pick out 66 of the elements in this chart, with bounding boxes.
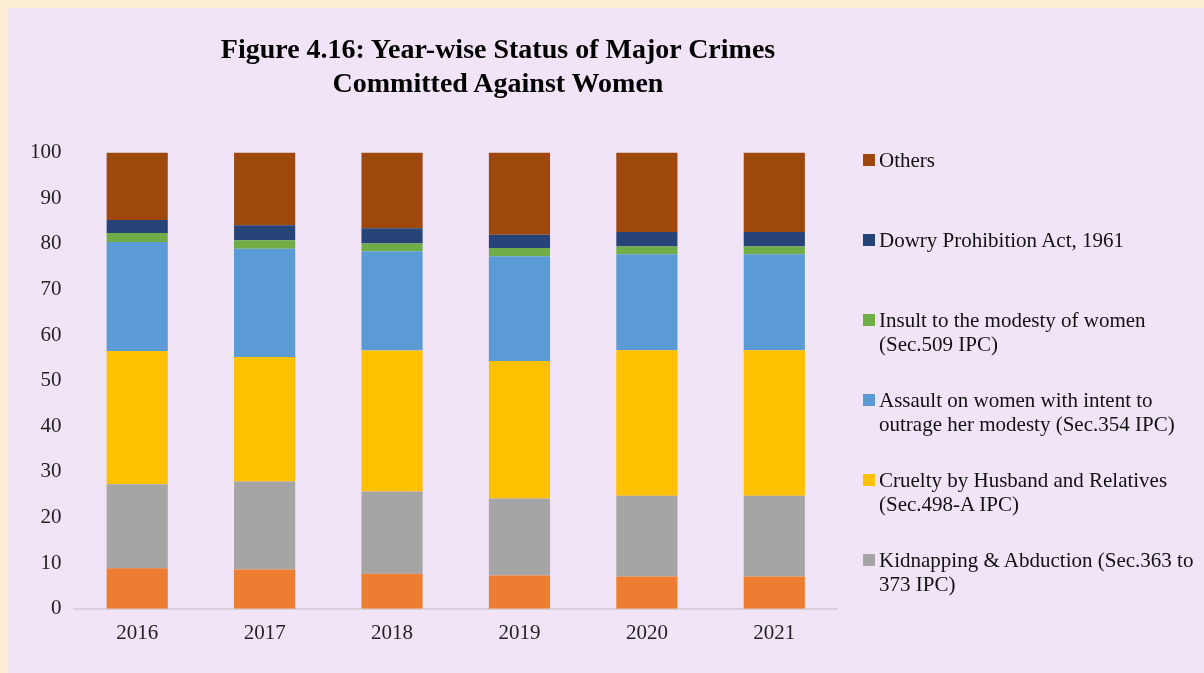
bar xyxy=(106,351,168,485)
x-tick-label: 2021 xyxy=(753,619,796,644)
bar xyxy=(234,240,296,249)
bar xyxy=(234,225,296,241)
bar xyxy=(743,152,805,232)
bar xyxy=(106,568,168,609)
bar xyxy=(743,495,805,577)
bar xyxy=(616,350,678,496)
x-tick-label: 2018 xyxy=(371,619,414,644)
y-tick-label: 50 xyxy=(40,367,62,392)
bar xyxy=(361,228,423,244)
bar xyxy=(488,256,551,362)
bar xyxy=(616,576,678,609)
bar xyxy=(106,152,168,221)
y-tick-label: 10 xyxy=(40,549,62,574)
chart-title: Figure 4.16: Year-wise Status of Major Crimes Committed Against Women xyxy=(219,32,777,100)
bar xyxy=(488,247,551,257)
bar xyxy=(361,491,423,574)
y-tick-label: 80 xyxy=(40,230,62,255)
bar xyxy=(616,152,678,232)
bar xyxy=(234,356,296,482)
bar xyxy=(361,573,423,609)
bar xyxy=(743,576,805,609)
bar xyxy=(743,231,805,247)
bar xyxy=(106,232,168,243)
y-tick-label: 100 xyxy=(30,139,62,164)
legend-label: Assault on women with intent to outrage her modesty (Sec.354 IPC) xyxy=(879,388,1176,436)
bar xyxy=(361,251,423,351)
bar xyxy=(616,231,678,247)
legend-label: Dowry Prohibition Act, 1961 xyxy=(879,228,1124,252)
bar xyxy=(361,243,423,252)
bar xyxy=(234,481,296,570)
bar xyxy=(616,246,678,255)
bar xyxy=(743,350,805,496)
bar xyxy=(488,234,551,248)
legend-label: Kidnapping & Abduction (Sec.363 to 373 IPC) xyxy=(879,548,1195,596)
bar xyxy=(106,484,168,569)
bar xyxy=(106,242,168,352)
y-tick-label: 30 xyxy=(40,458,62,483)
bar xyxy=(361,350,423,492)
legend-label: Insult to the modesty of women (Sec.509 IPC) xyxy=(879,308,1147,356)
x-tick-label: 2019 xyxy=(498,619,541,644)
bar xyxy=(106,220,168,233)
bar xyxy=(234,569,296,609)
bar xyxy=(743,254,805,351)
bar xyxy=(616,495,678,577)
bar xyxy=(234,152,296,226)
y-tick-label: 0 xyxy=(51,595,62,620)
bar xyxy=(361,152,423,229)
x-tick-label: 2020 xyxy=(625,619,668,644)
legend-label: Cruelty by Husband and Relatives (Sec.498-A IPC) xyxy=(879,468,1169,516)
x-tick-label: 2017 xyxy=(243,619,286,644)
bar xyxy=(488,498,551,576)
y-tick-label: 60 xyxy=(40,321,62,346)
bar xyxy=(488,361,551,499)
bar xyxy=(488,575,551,609)
y-tick-label: 20 xyxy=(40,504,62,529)
bar xyxy=(616,254,678,351)
y-tick-label: 40 xyxy=(40,412,62,437)
legend-label: Others xyxy=(879,148,935,172)
x-tick-label: 2016 xyxy=(116,619,159,644)
y-tick-label: 90 xyxy=(40,184,62,209)
bar xyxy=(488,152,551,235)
y-tick-label: 70 xyxy=(40,275,62,300)
bar xyxy=(743,246,805,255)
bar xyxy=(234,248,296,357)
